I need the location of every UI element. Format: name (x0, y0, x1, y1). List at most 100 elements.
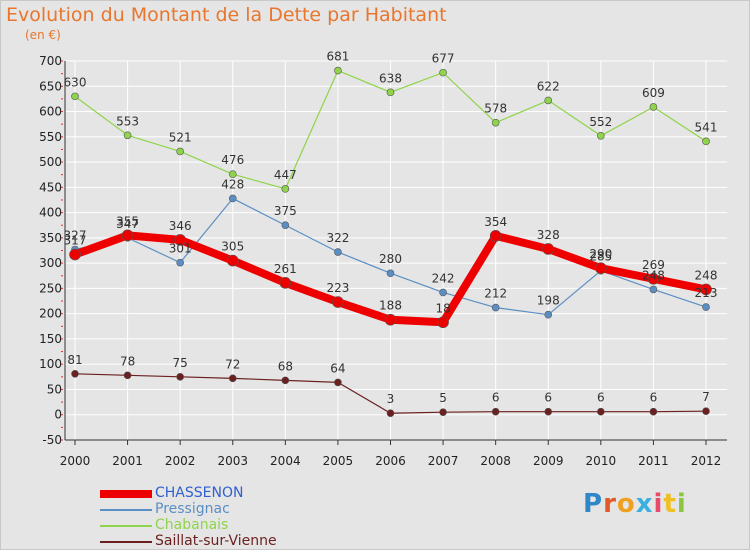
series-chabanais (71, 66, 710, 193)
data-label: 269 (642, 258, 665, 272)
data-label: 630 (64, 75, 87, 89)
data-point (439, 68, 447, 77)
data-label: 290 (589, 247, 612, 261)
legend-label: Pressignac (155, 501, 230, 517)
y-tick-label: 550 (39, 130, 62, 144)
data-point (279, 277, 292, 289)
data-label: 578 (484, 102, 507, 116)
data-label: 81 (67, 353, 82, 367)
y-tick-label: 650 (39, 79, 62, 93)
data-label: 5 (439, 391, 447, 405)
data-point (649, 407, 658, 416)
x-tick-label: 2012 (691, 454, 722, 468)
data-label: 447 (274, 168, 297, 182)
data-label: 521 (169, 130, 192, 144)
data-point (597, 407, 605, 416)
data-label: 248 (695, 268, 718, 282)
x-tick-label: 2007 (428, 454, 459, 468)
data-point (176, 373, 184, 381)
data-point (228, 194, 237, 203)
data-label: 3 (387, 392, 395, 406)
legend-swatch (100, 509, 152, 511)
data-label: 327 (64, 228, 87, 242)
data-point (491, 303, 500, 312)
x-tick-label: 2009 (533, 454, 564, 468)
data-point (544, 310, 553, 319)
y-tick-label: 450 (39, 180, 62, 194)
x-tick-label: 2011 (638, 454, 669, 468)
data-point (176, 258, 184, 267)
data-point (649, 285, 658, 294)
data-label: 261 (274, 262, 297, 276)
data-point (702, 137, 710, 146)
logo-letter: P (583, 489, 604, 519)
data-label: 541 (695, 120, 718, 134)
data-point (226, 254, 239, 267)
legend-swatch (100, 541, 152, 543)
x-tick-label: 2003 (217, 454, 248, 468)
data-label: 223 (326, 281, 349, 295)
y-tick-label: 0 (54, 408, 62, 422)
data-label: 622 (537, 79, 560, 93)
data-point (71, 92, 79, 101)
data-point (491, 407, 500, 416)
y-tick-label: 150 (39, 332, 62, 346)
x-tick-label: 2008 (480, 454, 511, 468)
logo-letter: o (616, 489, 636, 519)
data-label: 285 (589, 250, 612, 264)
data-point (439, 288, 447, 297)
y-tick-label: 200 (39, 307, 62, 321)
y-tick-label: 400 (39, 206, 62, 220)
data-label: 78 (120, 354, 135, 368)
data-label: 553 (116, 114, 139, 128)
data-label: 428 (221, 177, 244, 191)
data-point (542, 243, 555, 255)
x-tick-label: 2005 (323, 454, 354, 468)
data-point (386, 269, 395, 278)
data-label: 213 (695, 286, 718, 300)
data-point (332, 296, 344, 308)
y-tick-label: 500 (39, 155, 62, 169)
data-label: 7 (702, 390, 710, 404)
chart-title: Evolution du Montant de la Dette par Hab… (6, 4, 447, 26)
legend-swatch (100, 490, 152, 498)
data-point (386, 409, 395, 418)
data-label: 6 (597, 391, 605, 405)
data-point (544, 96, 553, 105)
data-point (649, 103, 658, 111)
data-label: 322 (326, 231, 349, 245)
data-label: 188 (379, 299, 402, 313)
data-point (491, 118, 500, 127)
logo-letter: t (663, 489, 677, 519)
data-label: 6 (650, 391, 658, 405)
data-label: 681 (326, 50, 349, 64)
data-point (281, 185, 290, 193)
y-tick-label: 600 (39, 105, 62, 119)
data-label: 317 (64, 234, 87, 248)
x-tick-label: 2004 (270, 454, 301, 468)
data-label: 677 (432, 52, 455, 66)
data-point (544, 407, 553, 416)
data-label: 354 (484, 215, 507, 229)
legend-swatch (100, 525, 152, 527)
logo-letter: r (603, 489, 617, 519)
data-point (702, 303, 710, 311)
data-point (123, 131, 132, 140)
logo-letter: i (653, 489, 664, 519)
data-label: 18 (435, 301, 450, 315)
data-label: 64 (330, 361, 345, 375)
data-point (597, 131, 605, 140)
x-tick-label: 2001 (112, 454, 143, 468)
x-tick-label: 2002 (165, 454, 196, 468)
data-point (384, 313, 397, 326)
data-point (334, 378, 342, 387)
data-label: 346 (169, 219, 192, 233)
data-label: 638 (379, 71, 402, 85)
data-label: 68 (278, 359, 293, 373)
y-tick-label: 300 (39, 256, 62, 270)
y-tick-label: 100 (39, 357, 62, 371)
y-tick-label: 250 (39, 281, 62, 295)
data-point (281, 221, 290, 230)
logo-letter: x (635, 489, 654, 519)
